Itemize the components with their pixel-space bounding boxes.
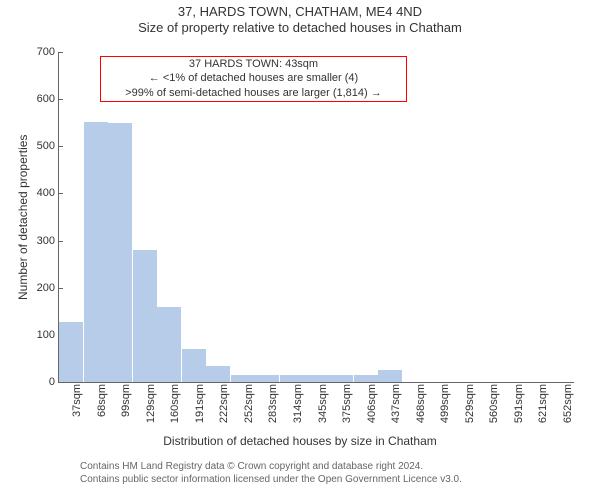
bar bbox=[84, 122, 108, 382]
bar bbox=[133, 250, 157, 382]
x-axis-label: Distribution of detached houses by size … bbox=[0, 434, 600, 448]
x-tick: 406sqm bbox=[366, 382, 378, 423]
bar bbox=[354, 375, 378, 382]
x-tick: 252sqm bbox=[243, 382, 255, 423]
x-tick: 160sqm bbox=[169, 382, 181, 423]
x-tick: 129sqm bbox=[145, 382, 157, 423]
y-tick: 600 bbox=[37, 93, 59, 105]
x-tick: 68sqm bbox=[96, 382, 108, 417]
x-tick: 468sqm bbox=[415, 382, 427, 423]
bar bbox=[255, 375, 279, 382]
bar bbox=[304, 375, 328, 382]
x-tick: 499sqm bbox=[439, 382, 451, 423]
y-tick: 300 bbox=[37, 235, 59, 247]
annotation-line: ← <1% of detached houses are smaller (4) bbox=[101, 71, 406, 85]
y-axis-label: Number of detached properties bbox=[16, 135, 30, 300]
x-tick: 37sqm bbox=[71, 382, 83, 417]
x-tick: 191sqm bbox=[194, 382, 206, 423]
y-tick: 400 bbox=[37, 187, 59, 199]
title-line-1: 37, HARDS TOWN, CHATHAM, ME4 4ND bbox=[0, 4, 600, 20]
y-tick: 0 bbox=[49, 376, 59, 388]
x-tick: 314sqm bbox=[292, 382, 304, 423]
bar bbox=[329, 375, 353, 382]
x-tick: 283sqm bbox=[267, 382, 279, 423]
y-tick: 500 bbox=[37, 140, 59, 152]
bar bbox=[280, 375, 304, 382]
bar bbox=[206, 366, 230, 383]
y-tick: 700 bbox=[37, 46, 59, 58]
bar bbox=[108, 123, 132, 382]
annotation-box: 37 HARDS TOWN: 43sqm← <1% of detached ho… bbox=[100, 56, 407, 102]
x-tick: 621sqm bbox=[537, 382, 549, 423]
footer-line-1: Contains HM Land Registry data © Crown c… bbox=[80, 460, 462, 473]
bar bbox=[378, 370, 402, 382]
x-tick: 345sqm bbox=[317, 382, 329, 423]
x-tick: 529sqm bbox=[464, 382, 476, 423]
x-tick: 652sqm bbox=[562, 382, 574, 423]
y-tick: 100 bbox=[37, 329, 59, 341]
x-tick: 375sqm bbox=[341, 382, 353, 423]
footer-line-2: Contains public sector information licen… bbox=[80, 473, 462, 486]
annotation-line: >99% of semi-detached houses are larger … bbox=[101, 86, 406, 100]
y-tick: 200 bbox=[37, 282, 59, 294]
x-tick: 591sqm bbox=[513, 382, 525, 423]
x-tick: 222sqm bbox=[218, 382, 230, 423]
x-tick: 437sqm bbox=[390, 382, 402, 423]
bar bbox=[157, 307, 181, 382]
title-line-2: Size of property relative to detached ho… bbox=[0, 20, 600, 36]
bar bbox=[231, 375, 255, 382]
annotation-line: 37 HARDS TOWN: 43sqm bbox=[101, 57, 406, 71]
chart-title: 37, HARDS TOWN, CHATHAM, ME4 4ND Size of… bbox=[0, 4, 600, 37]
bar bbox=[182, 349, 206, 382]
chart-container: { "title_line1": "37, HARDS TOWN, CHATHA… bbox=[0, 0, 600, 500]
x-tick: 560sqm bbox=[488, 382, 500, 423]
footer-attribution: Contains HM Land Registry data © Crown c… bbox=[80, 460, 462, 486]
x-tick: 99sqm bbox=[120, 382, 132, 417]
bar bbox=[59, 322, 83, 382]
